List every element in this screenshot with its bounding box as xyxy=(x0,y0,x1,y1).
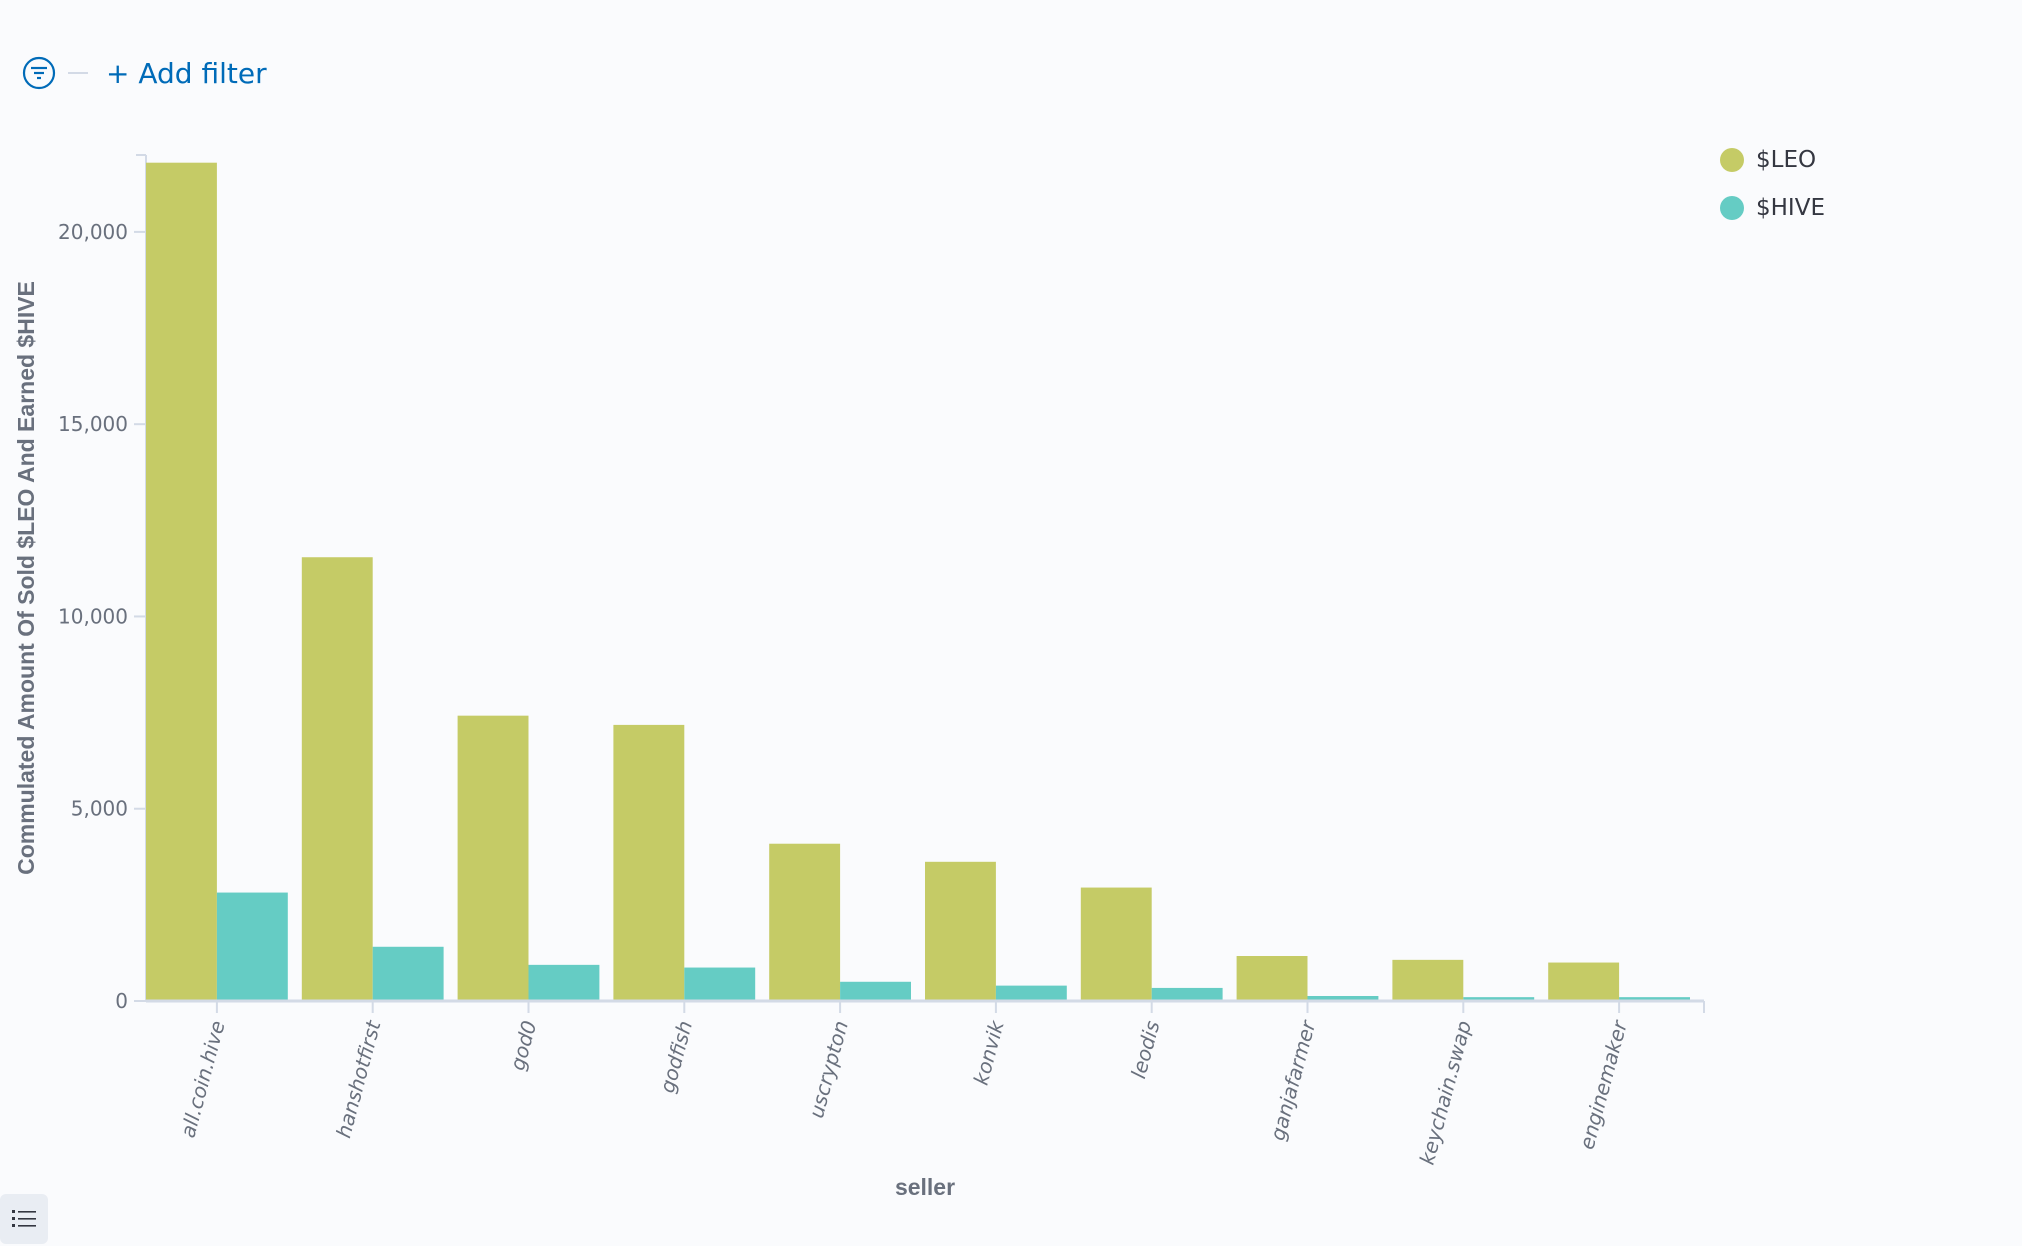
y-axis-title: Commulated Amount Of Sold $LEO And Earne… xyxy=(13,281,39,875)
y-tick-label: 0 xyxy=(115,989,128,1013)
legend-item-hive[interactable]: $HIVE xyxy=(1720,195,1825,221)
x-tick-label: all.coin.hive xyxy=(176,1018,230,1140)
bar-hive xyxy=(1307,996,1379,1001)
filter-icon[interactable] xyxy=(22,56,56,90)
legend-label: $LEO xyxy=(1756,147,1817,173)
bar-hive xyxy=(528,964,600,1001)
bar-hive xyxy=(372,946,444,1001)
bar-leo xyxy=(1080,887,1152,1001)
bar-leo xyxy=(769,843,841,1001)
bar-hive xyxy=(995,985,1067,1001)
y-tick-label: 10,000 xyxy=(58,604,128,628)
legend-toggle-button[interactable] xyxy=(0,1194,48,1244)
legend-dot-leo xyxy=(1720,148,1744,172)
x-tick-label: konvik xyxy=(969,1017,1009,1088)
bar-hive xyxy=(1619,997,1690,1001)
x-tick-label: hanshotfirst xyxy=(331,1017,386,1140)
filter-bar: + Add filter xyxy=(22,52,267,94)
bar-leo xyxy=(1392,959,1464,1001)
x-tick-label: uscrypton xyxy=(804,1018,853,1120)
y-tick-label: 15,000 xyxy=(58,412,128,436)
divider xyxy=(68,72,88,74)
bar-leo xyxy=(613,724,685,1001)
bar-hive xyxy=(216,892,288,1001)
bar-hive xyxy=(1463,997,1535,1001)
x-tick-label: enginemaker xyxy=(1575,1016,1633,1151)
bar-leo xyxy=(1548,962,1620,1001)
bar-leo xyxy=(1236,956,1308,1001)
add-filter-button[interactable]: + Add filter xyxy=(106,56,267,90)
bar-leo xyxy=(301,557,373,1001)
bar-hive xyxy=(1151,987,1223,1001)
bar-leo xyxy=(925,861,996,1001)
bar-hive xyxy=(684,967,756,1001)
list-icon xyxy=(12,1210,36,1227)
x-axis-title: seller xyxy=(895,1174,955,1200)
bar-hive xyxy=(840,981,911,1001)
y-tick-label: 5,000 xyxy=(71,797,128,821)
bar-leo xyxy=(146,162,217,1001)
x-tick-label: godfish xyxy=(655,1018,697,1095)
x-tick-label: keychain.swap xyxy=(1415,1018,1476,1167)
x-tick-label: god0 xyxy=(505,1018,541,1073)
x-tick-label: leodis xyxy=(1126,1018,1164,1081)
legend-item-leo[interactable]: $LEO xyxy=(1720,147,1816,173)
bar-leo xyxy=(457,715,529,1001)
y-tick-label: 20,000 xyxy=(58,220,128,244)
legend-label: $HIVE xyxy=(1756,195,1825,221)
x-tick-label: ganjafarmer xyxy=(1265,1016,1320,1143)
legend-dot-hive xyxy=(1720,196,1744,220)
